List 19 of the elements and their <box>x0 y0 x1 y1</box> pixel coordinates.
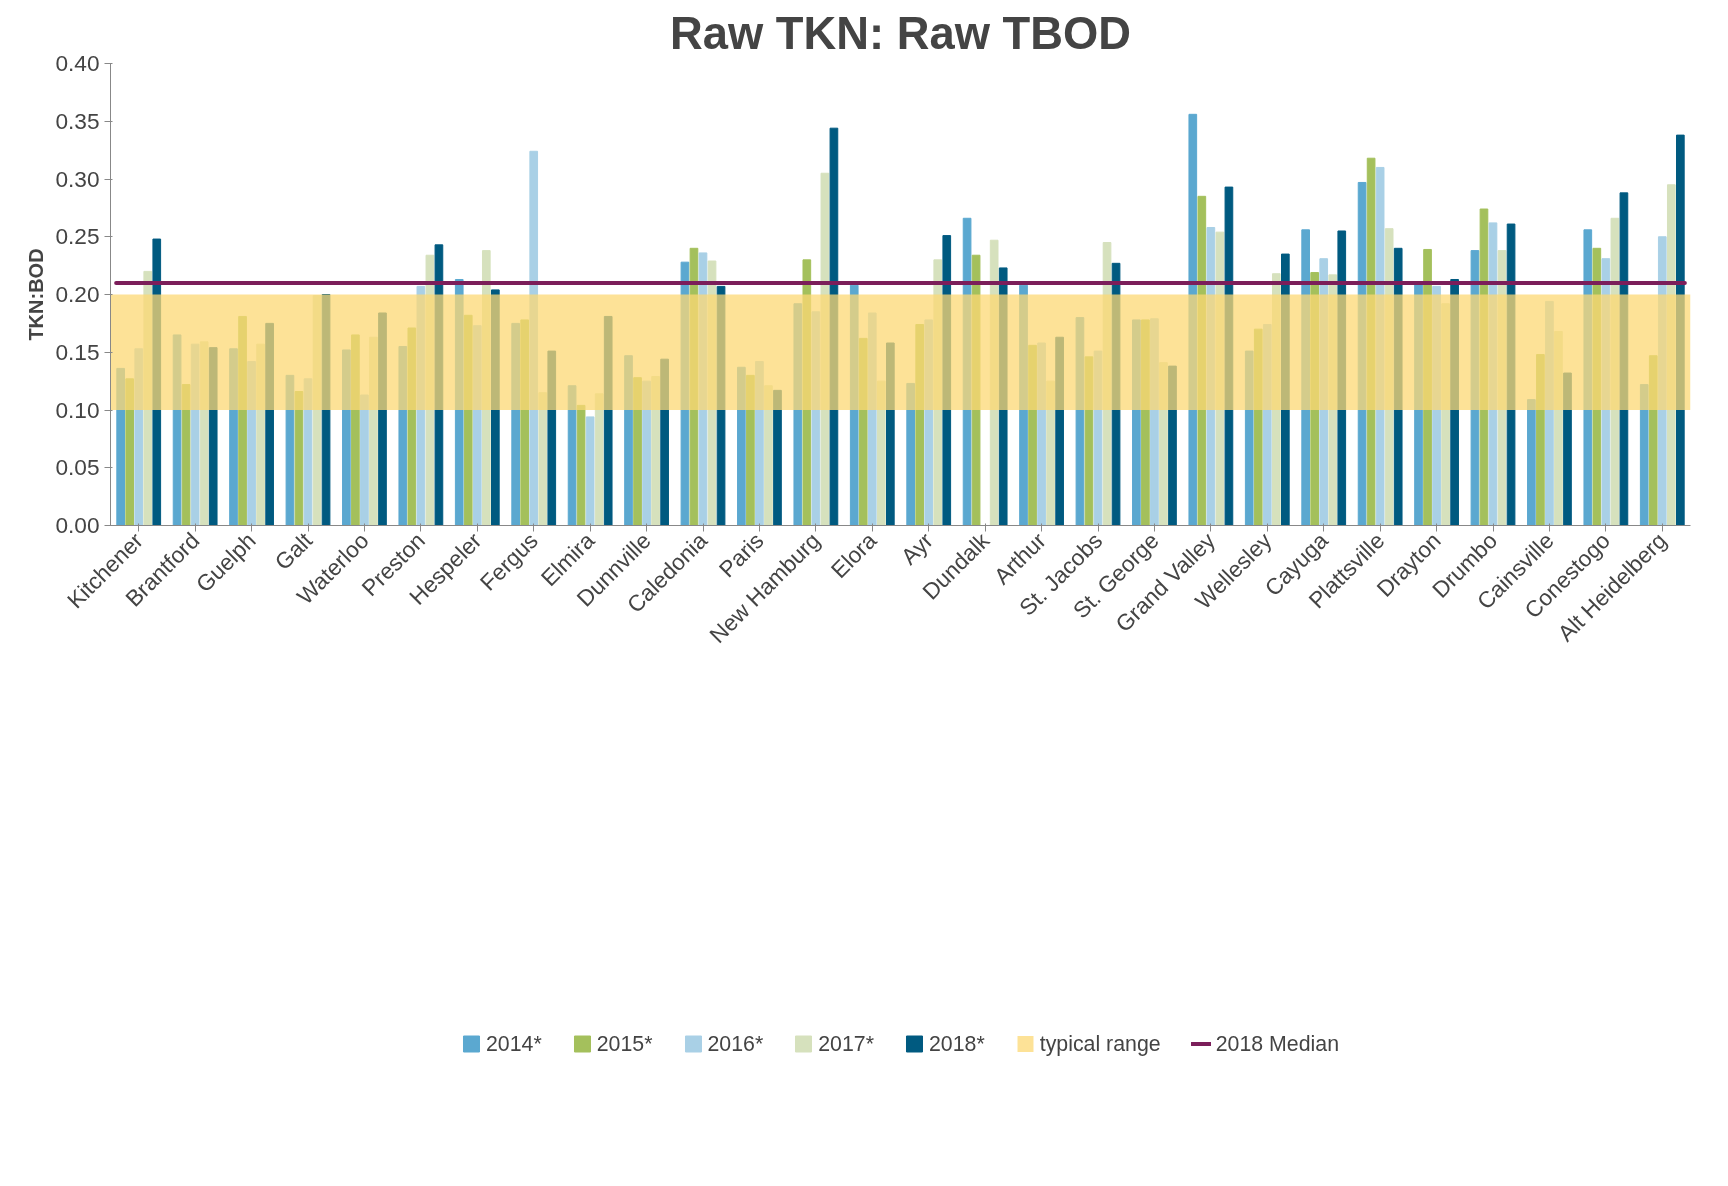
y-tick-label: 0.15 <box>55 338 100 365</box>
y-tick-label: 0.25 <box>55 223 100 250</box>
legend-label: typical range <box>1039 1031 1161 1057</box>
y-tick-label: 0.00 <box>55 512 100 538</box>
y-tick-label: 0.30 <box>55 165 100 192</box>
y-tick-label: 0.05 <box>55 454 100 481</box>
y-tick-label: 0.40 <box>55 50 100 76</box>
legend-label: 2018 Median <box>1215 1031 1340 1057</box>
bar <box>585 416 595 526</box>
legend-label: 2016* <box>707 1031 764 1057</box>
legend-label: 2018* <box>928 1031 985 1057</box>
y-tick-label: 0.35 <box>55 107 100 134</box>
legend-label: 2015* <box>596 1031 653 1057</box>
legend-label: 2014* <box>485 1031 542 1057</box>
legend-label: 2017* <box>818 1031 874 1057</box>
y-axis-title: TKN:BOD <box>25 248 48 341</box>
chart-title: Raw TKN: Raw TBOD <box>670 7 1131 59</box>
y-tick-label: 0.20 <box>55 281 100 307</box>
y-tick-label: 0.10 <box>55 396 100 423</box>
